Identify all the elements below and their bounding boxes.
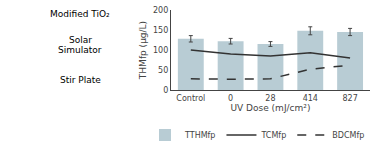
svg-text:TCMfp: TCMfp <box>260 131 286 140</box>
svg-text:50: 50 <box>158 66 168 75</box>
svg-text:Simulator: Simulator <box>58 45 102 55</box>
svg-text:Solar: Solar <box>69 35 92 45</box>
svg-text:28: 28 <box>265 94 275 103</box>
svg-text:100: 100 <box>153 46 168 55</box>
svg-text:Control: Control <box>176 94 205 103</box>
svg-text:Modified TiO₂: Modified TiO₂ <box>50 9 110 19</box>
svg-text:BDCMfp: BDCMfp <box>332 131 364 140</box>
svg-text:Stir Plate: Stir Plate <box>60 75 101 85</box>
svg-text:THMfp (μg/L): THMfp (μg/L) <box>138 21 148 80</box>
svg-text:0: 0 <box>228 94 233 103</box>
svg-text:TTHMfp: TTHMfp <box>184 131 215 140</box>
svg-text:414: 414 <box>303 94 318 103</box>
svg-text:200: 200 <box>153 6 168 15</box>
svg-text:UV Dose (mJ/cm²): UV Dose (mJ/cm²) <box>230 103 310 113</box>
svg-text:0: 0 <box>163 86 168 95</box>
svg-text:827: 827 <box>342 94 357 103</box>
svg-text:150: 150 <box>153 26 168 35</box>
